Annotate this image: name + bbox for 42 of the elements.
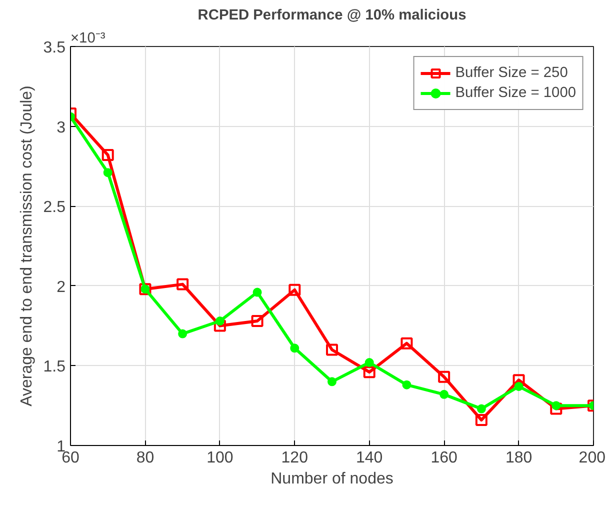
point — [364, 358, 374, 367]
legend-label: Buffer Size = 250 — [455, 65, 568, 81]
point — [102, 149, 114, 162]
point — [475, 414, 488, 426]
point — [252, 288, 262, 297]
point — [178, 329, 188, 338]
x-axis-title: Number of nodes — [270, 470, 394, 488]
legend-label: Buffer Size = 1000 — [455, 85, 576, 101]
point — [215, 316, 224, 326]
chart-title: RCPED Performance @ 10% malicious — [198, 8, 466, 24]
point — [440, 390, 449, 399]
point — [290, 344, 300, 353]
y-tick-label: 1.5 — [43, 358, 66, 376]
point — [550, 402, 562, 415]
y-tick-label: 3.5 — [43, 40, 66, 56]
point — [176, 278, 189, 290]
x-tick-label: 120 — [281, 450, 308, 466]
point — [328, 377, 336, 386]
point — [512, 374, 525, 386]
point — [214, 320, 226, 332]
point — [251, 315, 264, 328]
x-tick-label: 200 — [578, 450, 606, 466]
y-tick-label: 2 — [56, 278, 66, 296]
x-tick-label: 160 — [430, 450, 458, 466]
point — [400, 337, 413, 350]
text: ×10⁻³ — [70, 30, 106, 46]
point — [476, 404, 486, 414]
point — [103, 168, 112, 178]
point — [402, 380, 412, 390]
y-axis-title: Average end to end transmission cost (Joule) — [18, 86, 36, 406]
x-tick-label: 180 — [505, 450, 532, 466]
point — [552, 401, 561, 410]
point — [514, 382, 524, 391]
point — [288, 284, 301, 296]
x-tick-label: 100 — [206, 450, 234, 466]
x-tick-label: 140 — [356, 450, 383, 466]
point — [326, 344, 338, 356]
point — [363, 366, 376, 378]
point — [438, 370, 450, 383]
y-tick-label: 3 — [56, 119, 66, 136]
y-tick-label: 2.5 — [43, 199, 66, 216]
x-tick-label: 80 — [136, 450, 154, 466]
